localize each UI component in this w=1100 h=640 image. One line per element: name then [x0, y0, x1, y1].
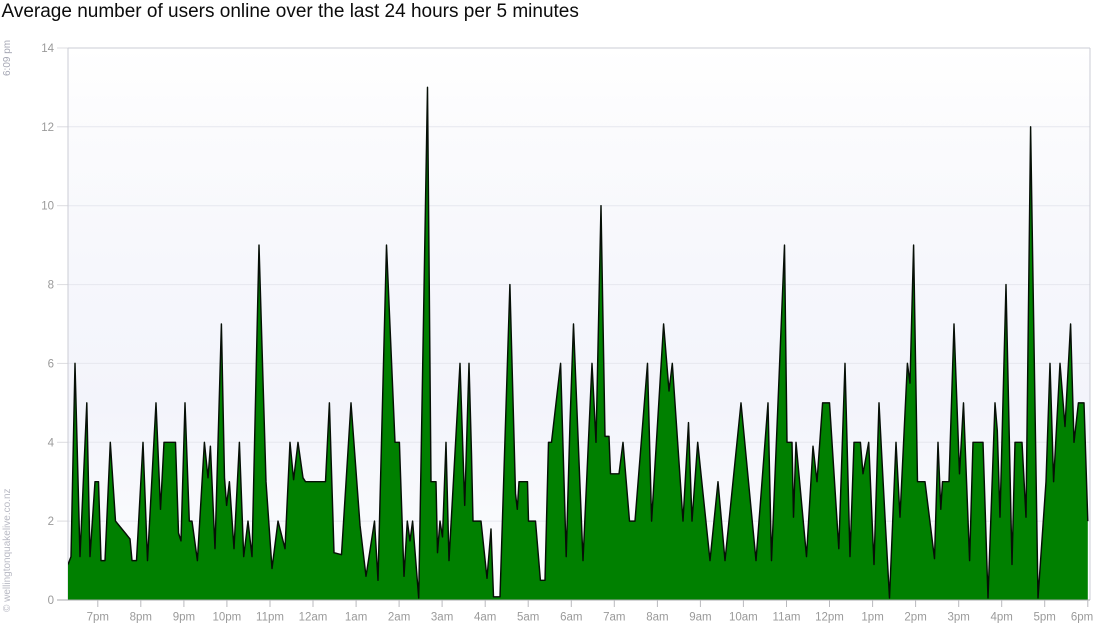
svg-text:8am: 8am [646, 612, 668, 624]
svg-text:2am: 2am [388, 612, 410, 624]
svg-text:9pm: 9pm [173, 612, 195, 624]
svg-text:2pm: 2pm [904, 612, 926, 624]
svg-text:8pm: 8pm [130, 612, 152, 624]
svg-text:0: 0 [48, 595, 54, 607]
svg-text:12am: 12am [299, 612, 328, 624]
svg-text:10am: 10am [729, 612, 758, 624]
svg-text:14: 14 [41, 43, 54, 55]
svg-text:3am: 3am [431, 612, 453, 624]
svg-text:10pm: 10pm [213, 612, 242, 624]
svg-text:6pm: 6pm [1071, 612, 1093, 624]
svg-text:7am: 7am [603, 612, 625, 624]
svg-text:5am: 5am [517, 612, 539, 624]
svg-text:7pm: 7pm [87, 612, 109, 624]
svg-text:5pm: 5pm [1034, 612, 1056, 624]
svg-text:4am: 4am [474, 612, 496, 624]
svg-text:1am: 1am [345, 612, 367, 624]
svg-text:4pm: 4pm [991, 612, 1013, 624]
svg-text:12: 12 [41, 122, 54, 134]
svg-text:3pm: 3pm [948, 612, 970, 624]
svg-text:6: 6 [48, 358, 54, 370]
svg-text:10: 10 [41, 201, 54, 213]
svg-text:8: 8 [48, 280, 54, 292]
svg-text:6am: 6am [560, 612, 582, 624]
svg-text:9am: 9am [689, 612, 711, 624]
svg-text:1pm: 1pm [861, 612, 883, 624]
svg-text:4: 4 [48, 437, 55, 449]
svg-text:2: 2 [48, 516, 54, 528]
svg-text:11pm: 11pm [256, 612, 284, 624]
svg-text:12pm: 12pm [815, 612, 844, 624]
svg-text:11am: 11am [773, 612, 801, 624]
